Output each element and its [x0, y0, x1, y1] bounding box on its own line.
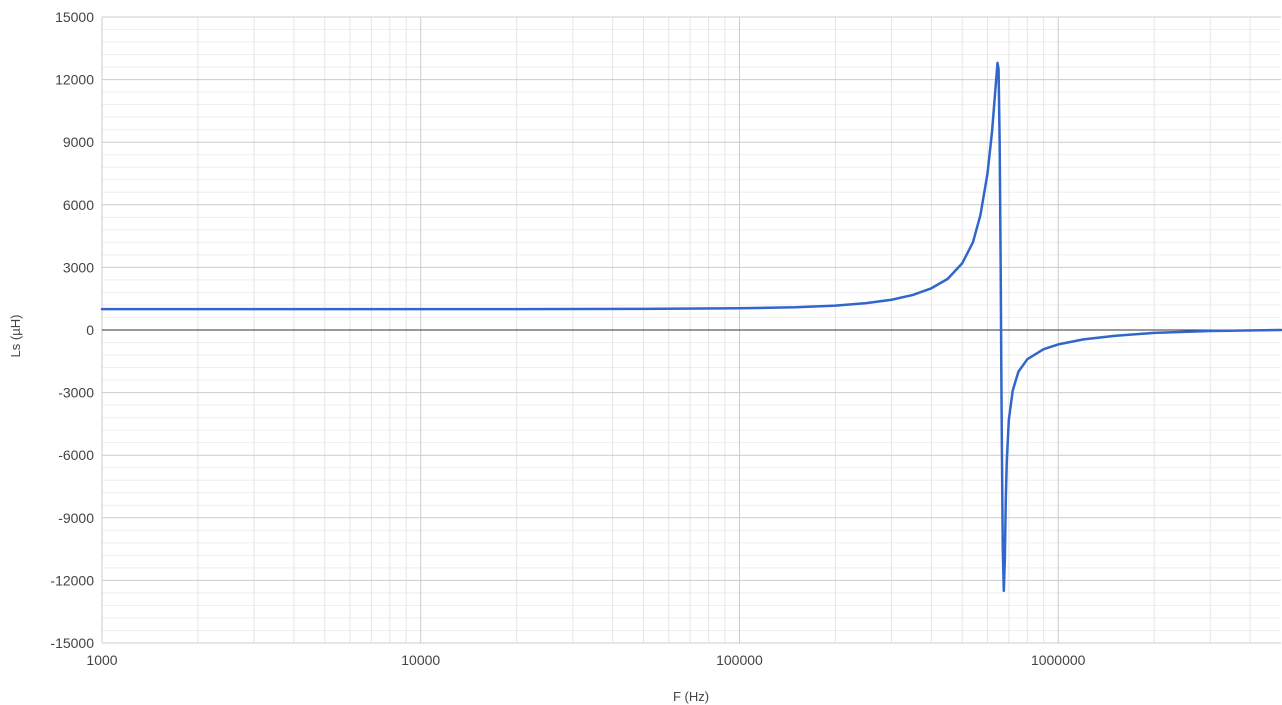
- y-axis-title: Ls (µH): [8, 315, 23, 358]
- y-tick-label: -6000: [58, 447, 94, 463]
- y-tick-label: 15000: [55, 9, 94, 25]
- y-tick-label: 12000: [55, 72, 94, 88]
- y-tick-label: 3000: [63, 259, 94, 275]
- grid-major: [101, 16, 1281, 644]
- y-tick-label: 9000: [63, 134, 94, 150]
- y-tick-label: -3000: [58, 385, 94, 401]
- y-tick-label: -12000: [50, 572, 94, 588]
- series-layer: [100, 61, 1282, 593]
- y-tick-label: 6000: [63, 197, 94, 213]
- series-line: [100, 61, 1282, 593]
- y-axis-ticks: 15000 12000 9000 6000 3000 0 -3000 -6000 -9000 -1…: [50, 9, 94, 651]
- x-tick-label: 1000000: [1031, 652, 1086, 668]
- x-axis-title: F (Hz): [673, 689, 709, 704]
- x-tick-label: 100000: [716, 652, 763, 668]
- y-tick-label: 0: [86, 322, 94, 338]
- x-axis-ticks: 1000 10000 100000 1000000: [86, 652, 1085, 668]
- x-tick-label: 1000: [86, 652, 117, 668]
- grid-minor: [102, 17, 1281, 643]
- y-tick-label: -15000: [50, 635, 94, 651]
- x-tick-label: 10000: [401, 652, 440, 668]
- y-tick-label: -9000: [58, 510, 94, 526]
